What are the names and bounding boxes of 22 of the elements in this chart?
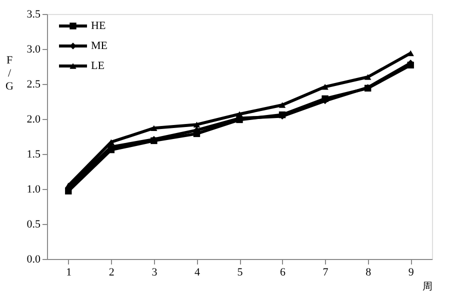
y-tick-label: 1.5 xyxy=(26,148,41,160)
legend-label: ME xyxy=(91,40,108,52)
x-tick-label: 4 xyxy=(194,266,200,278)
x-axis-title: 周 xyxy=(422,282,432,292)
y-tick-label: 2.0 xyxy=(26,114,41,126)
x-tick-label: 3 xyxy=(152,266,158,278)
legend-label: HE xyxy=(91,20,106,32)
y-tick-label: 1.0 xyxy=(26,184,41,196)
y-tick-label: 3.0 xyxy=(26,44,41,56)
x-tick-label: 6 xyxy=(280,266,286,278)
y-axis-title: F/G xyxy=(6,54,14,92)
y-tick-label: 0.5 xyxy=(26,218,41,230)
y-tick-label: 3.5 xyxy=(26,8,41,20)
x-tick-label: 2 xyxy=(108,266,114,278)
x-tick-label: 7 xyxy=(322,266,329,278)
x-tick-label: 8 xyxy=(366,266,372,278)
y-tick-label: 2.5 xyxy=(26,78,41,90)
x-tick-label: 9 xyxy=(408,266,414,278)
y-tick-label: 0.0 xyxy=(26,254,41,266)
legend-label: LE xyxy=(91,60,105,72)
x-tick-label: 5 xyxy=(237,266,244,278)
x-tick-label: 1 xyxy=(66,266,72,278)
